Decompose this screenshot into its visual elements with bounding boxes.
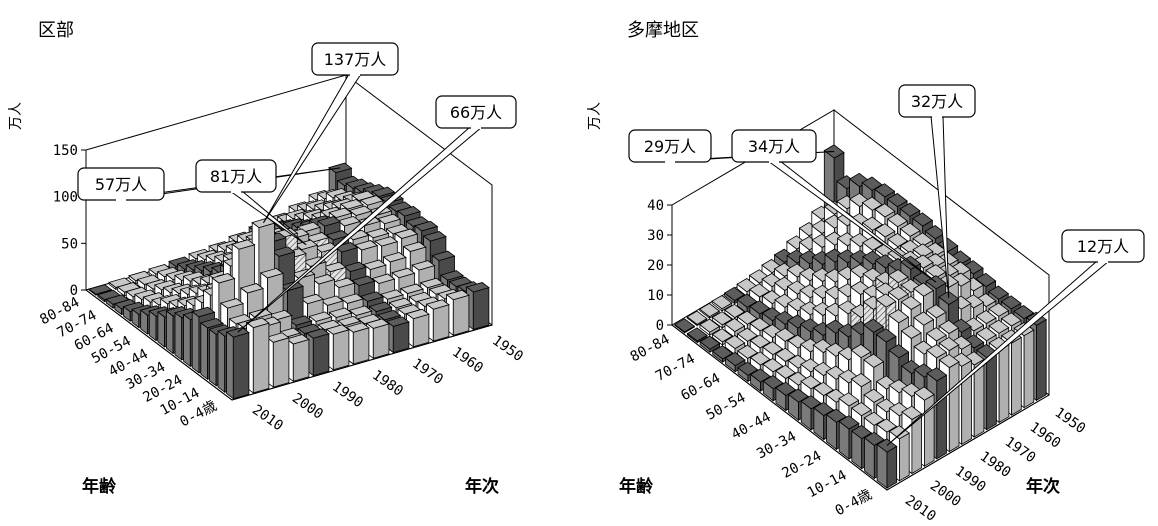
callout-label: 32万人: [911, 92, 963, 111]
bar: [365, 318, 390, 360]
z-axis: 0 50 100 150: [53, 143, 86, 299]
chart-title: 多摩地区: [627, 20, 699, 41]
bars: [674, 144, 1047, 489]
bar: [445, 289, 470, 337]
year-tick-label: 2010: [249, 402, 286, 434]
callout-label: 81万人: [210, 167, 262, 186]
z-tick-label: 40: [647, 198, 664, 214]
year-tick-label: 1990: [329, 379, 366, 411]
callout: 32万人: [898, 84, 976, 298]
age-tick-label: 0-4歳: [833, 487, 875, 520]
age-tick-label: 10-14: [805, 467, 850, 501]
callout-label: 66万人: [450, 103, 502, 122]
chart-title: 区部: [38, 20, 74, 41]
chart-ku: 05010015080-8470-7460-6450-5440-4430-342…: [8, 20, 526, 497]
z-tick-label: 10: [647, 288, 664, 304]
unit-label: 万人: [8, 102, 24, 130]
chart-tama: 01020304080-8470-7460-6450-5440-4430-342…: [587, 20, 1145, 525]
z-tick-label: 20: [647, 258, 664, 274]
bar: [225, 327, 250, 400]
bar: [245, 317, 270, 394]
callout: 12万人: [886, 229, 1145, 446]
bar: [699, 318, 721, 337]
callout-label: 12万人: [1077, 237, 1129, 256]
year-tick-label: 2000: [289, 390, 326, 422]
y-axis-title: 年次: [465, 476, 499, 497]
bar: [405, 308, 430, 348]
year-tick-label: 1980: [977, 449, 1014, 481]
callouts: 29万人 34万人 32万人 12万人: [628, 84, 1145, 446]
bar: [305, 328, 330, 377]
unit-label: 万人: [587, 102, 603, 130]
year-tick-label: 1950: [1052, 405, 1089, 437]
bar: [699, 335, 721, 354]
callout-label: 29万人: [644, 137, 696, 156]
callout: 137万人: [262, 42, 399, 224]
bar: [674, 318, 696, 334]
year-tick-label: 2010: [902, 492, 939, 524]
bar: [686, 327, 708, 344]
bar: [465, 282, 490, 331]
year-tick-label: 1980: [369, 367, 406, 399]
callout-label: 57万人: [95, 175, 147, 194]
bar: [698, 302, 721, 320]
bar: [711, 295, 733, 312]
z-tick-label: 100: [53, 190, 78, 206]
year-tick-label: 1950: [489, 333, 526, 365]
z-tick-label: 50: [61, 236, 78, 252]
bar: [325, 324, 350, 371]
year-tick-label: 1970: [409, 356, 446, 388]
year-tick-label: 1960: [449, 344, 486, 376]
year-tick-label: 1970: [1002, 434, 1039, 466]
age-tick-label: 20-24: [779, 448, 824, 482]
bar: [425, 299, 450, 342]
callout: 81万人: [195, 159, 307, 246]
z-tick-label: 0: [656, 318, 664, 334]
bar: [876, 438, 898, 489]
age-tick-label: 70-74: [653, 351, 698, 385]
x-axis-title: 年齢: [82, 476, 117, 497]
z-tick-label: 30: [647, 228, 664, 244]
z-axis: 0 10 20 30 40: [647, 198, 672, 334]
y-axis-title: 年次: [1026, 476, 1060, 497]
callouts: 57万人 81万人 137万人 66万人: [77, 42, 517, 333]
x-axis-title: 年齢: [619, 476, 654, 497]
bar: [345, 322, 370, 365]
z-tick-label: 150: [53, 143, 78, 159]
age-tick-label: 40-44: [729, 409, 774, 443]
bar: [385, 316, 410, 354]
callout: 34万人: [731, 129, 937, 283]
bar: [265, 332, 290, 388]
age-tick-label: 50-54: [704, 390, 749, 424]
year-tick-label: 2000: [927, 478, 964, 510]
callout-label: 34万人: [748, 137, 800, 156]
year-tick-label: 1960: [1027, 419, 1064, 451]
bar: [285, 334, 310, 383]
bar: [686, 310, 708, 327]
callout-label: 137万人: [324, 50, 387, 69]
age-tick-label: 60-64: [678, 370, 723, 404]
age-tick-label: 30-34: [754, 429, 799, 463]
z-tick-label: 0: [70, 283, 78, 299]
year-tick-label: 1990: [952, 463, 989, 495]
bars: [88, 162, 490, 400]
callout: 66万人: [237, 95, 517, 333]
age-tick-label: 80-84: [628, 331, 673, 365]
